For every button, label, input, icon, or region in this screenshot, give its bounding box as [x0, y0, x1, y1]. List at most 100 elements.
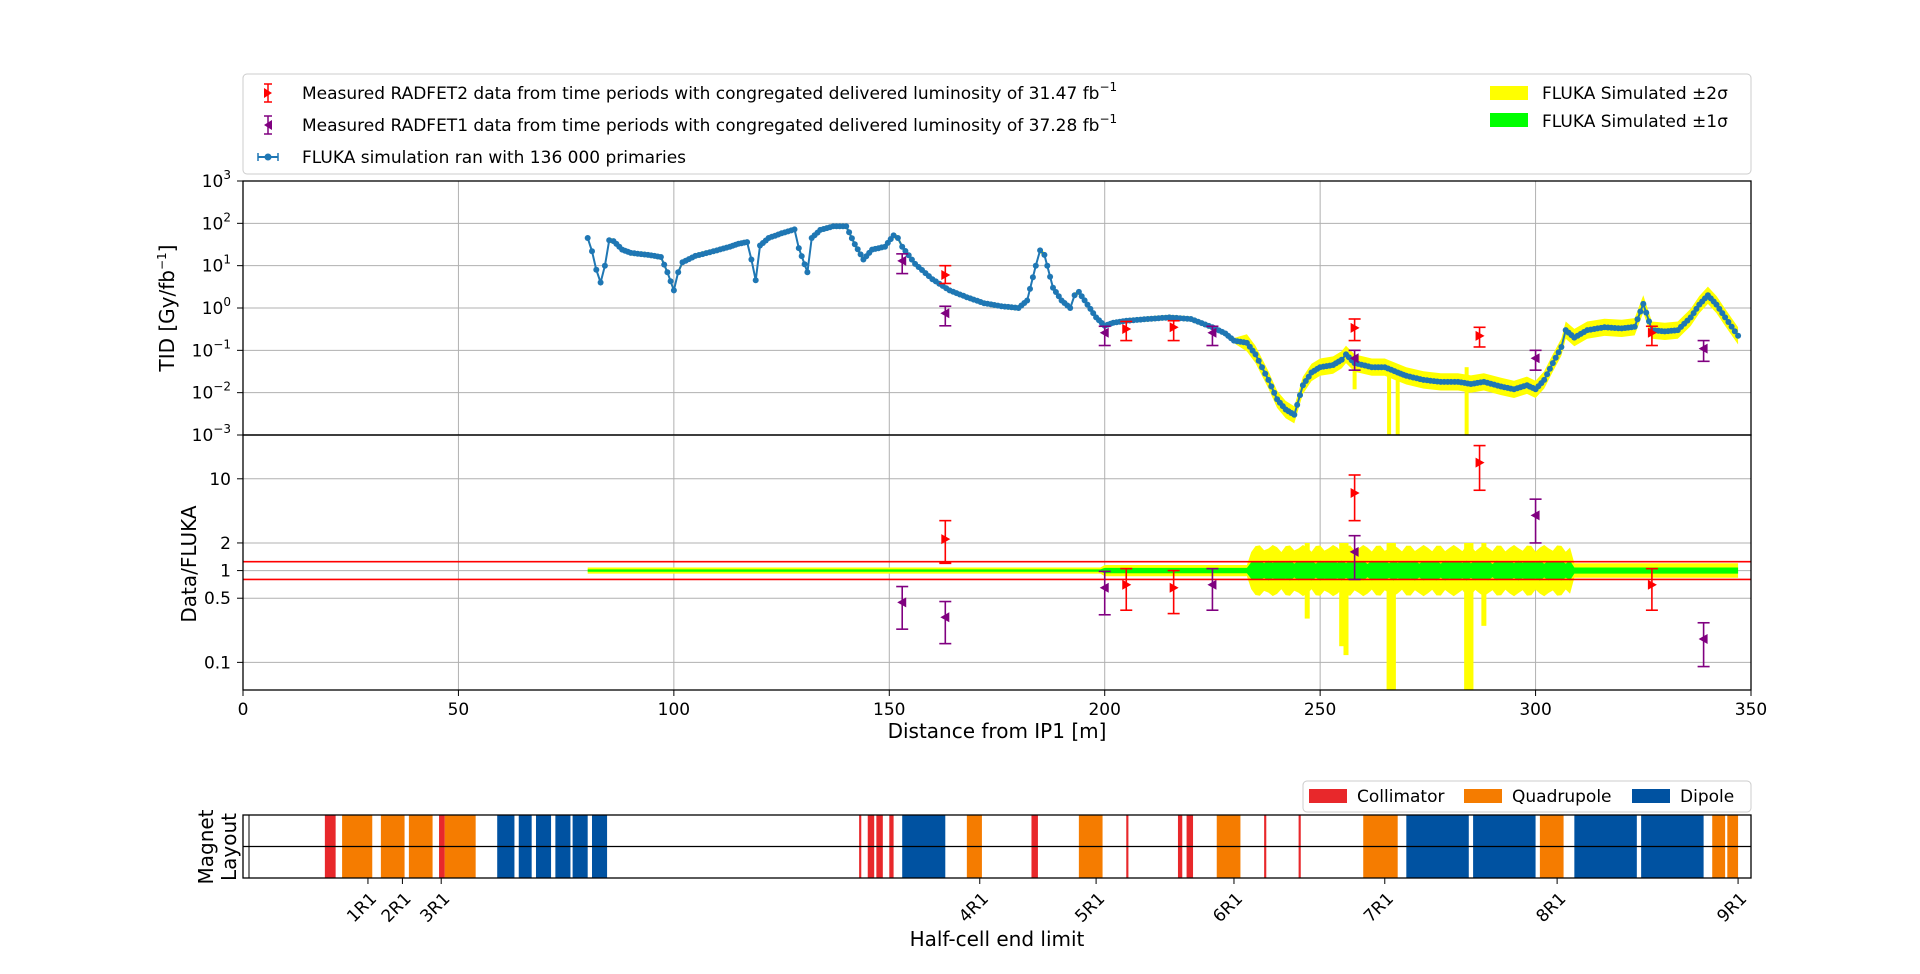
- top-radfet1-point-marker: [897, 255, 907, 266]
- ratio-radfet1-point: [1098, 570, 1111, 616]
- fluka-point: [894, 235, 901, 241]
- ratio-radfet2-point-marker: [1475, 457, 1485, 468]
- ratio-radfet1-point-marker: [1207, 579, 1217, 590]
- half-cell-tick-label: 8R1: [1532, 889, 1570, 927]
- ratio-xlabel: Distance from IP1 [m]: [888, 719, 1107, 743]
- ratio-radfet1-point: [1206, 567, 1219, 612]
- legend-radfet1-marker: [264, 115, 272, 135]
- fluka-point: [1037, 247, 1044, 254]
- fluka-point: [1027, 285, 1033, 292]
- fluka-point: [601, 262, 608, 269]
- top-radfet2-point-marker: [1169, 322, 1179, 333]
- fluka-point: [584, 235, 591, 241]
- top-ytick-base: 10: [192, 384, 214, 404]
- fluka-point: [1255, 357, 1262, 364]
- fluka-point: [670, 287, 677, 294]
- top-radfet1-point: [896, 253, 909, 275]
- top-sigma2-band: [587, 223, 1739, 435]
- fluka-point: [801, 261, 808, 268]
- top-radfet1-points: [896, 253, 1710, 371]
- top-sigma2-spike: [1387, 367, 1392, 435]
- fluka-point: [1041, 251, 1048, 258]
- ratio-radfet2-point-marker: [941, 534, 951, 545]
- top-ytick-exp: −2: [213, 380, 231, 394]
- fluka-point: [748, 256, 755, 263]
- fluka-point: [1075, 288, 1082, 295]
- ratio-radfet1-point: [1348, 534, 1361, 581]
- fluka-point: [899, 243, 906, 250]
- ratio-radfet1-point-marker: [940, 612, 950, 623]
- top-radfet2-point-marker: [1350, 322, 1360, 333]
- fluka-point: [1029, 274, 1036, 281]
- legend-radfet2-text: Measured RADFET2 data from time periods …: [302, 84, 1099, 104]
- ratio-sigma2-spike: [1339, 542, 1345, 647]
- ratio-radfet1-point-marker: [1698, 633, 1708, 644]
- legend-sigma1-label: FLUKA Simulated ±1σ: [1542, 112, 1728, 132]
- top-radfet2-point: [1473, 326, 1486, 348]
- top-radfet2-point: [1348, 318, 1361, 342]
- ratio-radfet1-point-marker: [1530, 510, 1540, 521]
- top-ytick-label: 103: [202, 168, 231, 192]
- fluka-point: [657, 254, 664, 260]
- fluka-point: [1722, 314, 1729, 321]
- top-radfet1-point-marker: [1099, 327, 1109, 338]
- ratio-panel-frame: [242, 434, 1752, 691]
- fluka-point: [1052, 289, 1059, 295]
- ratio-panel: 0.1 0.5 1 2 10 0 50 100 150 200 250 300 350 Data/FL…: [177, 434, 1767, 743]
- legend-fluka-label: FLUKA simulation ran with 136 000 primar…: [302, 148, 686, 168]
- ratio-sigma2-spike: [1304, 542, 1310, 619]
- ratio-xtick-label: 200: [1088, 700, 1120, 720]
- top-radfet1-point: [1098, 325, 1111, 347]
- fluka-point: [1552, 354, 1559, 361]
- fluka-point: [675, 269, 682, 276]
- ratio-sigma2-spike: [1464, 542, 1470, 690]
- top-radfet2-point: [1167, 319, 1180, 342]
- fluka-point: [1725, 319, 1732, 325]
- top-radfet2-points: [939, 264, 1658, 348]
- top-ytick-exp: 2: [223, 210, 231, 224]
- ratio-xtick-label: 100: [658, 700, 690, 720]
- legend-radfet1-sup: −1: [1099, 112, 1117, 126]
- half-cell-tick-label: 5R1: [1071, 889, 1109, 927]
- ratio-radfet2-points: [939, 444, 1658, 615]
- top-sigma2-spike: [1395, 367, 1400, 435]
- top-radfet1-point-marker: [1698, 343, 1708, 354]
- fluka-point: [795, 245, 802, 252]
- fluka-point: [597, 279, 604, 286]
- ratio-radfet2-point: [1120, 567, 1133, 612]
- collimator-legend-label: Collimator: [1357, 787, 1444, 807]
- legend-radfet2-marker: [264, 83, 272, 103]
- ratio-ytick-label: 1: [220, 562, 231, 582]
- fluka-point: [1268, 383, 1275, 390]
- ratio-radfet2-point-marker: [1169, 582, 1179, 593]
- fluka-point: [1071, 292, 1078, 299]
- top-ylabel-main: TID [Gy/fb: [155, 270, 179, 372]
- ratio-yticks: 0.1 0.5 1 2 10: [204, 470, 243, 673]
- ratio-sigma2-spike: [1386, 542, 1392, 690]
- top-radfet1-point-marker: [1530, 353, 1540, 364]
- fluka-point: [667, 278, 674, 285]
- fluka-point: [1546, 365, 1553, 372]
- ratio-reference-lines: [243, 560, 1751, 581]
- half-cell-tick-label: 6R1: [1209, 889, 1247, 927]
- ratio-xtick-label: 50: [448, 700, 470, 720]
- ratio-radfet1-point-marker: [1099, 582, 1109, 593]
- fluka-point: [1640, 300, 1647, 307]
- fluka-point: [1719, 310, 1726, 317]
- top-radfet2-point-marker: [1122, 323, 1132, 334]
- fluka-point: [1687, 314, 1694, 321]
- ratio-radfet2-point: [1348, 474, 1361, 522]
- ratio-radfet2-point: [939, 519, 952, 565]
- fluka-point: [890, 232, 897, 239]
- top-ytick-base: 10: [192, 426, 214, 446]
- top-ytick-exp: 1: [223, 253, 231, 267]
- fluka-point: [791, 226, 798, 233]
- top-ylabel: TID [Gy/fb−1]: [155, 245, 179, 373]
- dipole-legend-label: Dipole: [1680, 787, 1734, 807]
- ratio-xtick-label: 150: [873, 700, 905, 720]
- fluka-point: [1544, 371, 1551, 378]
- legend-sigma2-label: FLUKA Simulated ±2σ: [1542, 84, 1728, 104]
- fluka-point: [752, 277, 759, 284]
- ratio-sigma2-spike: [1468, 542, 1474, 690]
- ratio-radfet1-point: [939, 600, 952, 645]
